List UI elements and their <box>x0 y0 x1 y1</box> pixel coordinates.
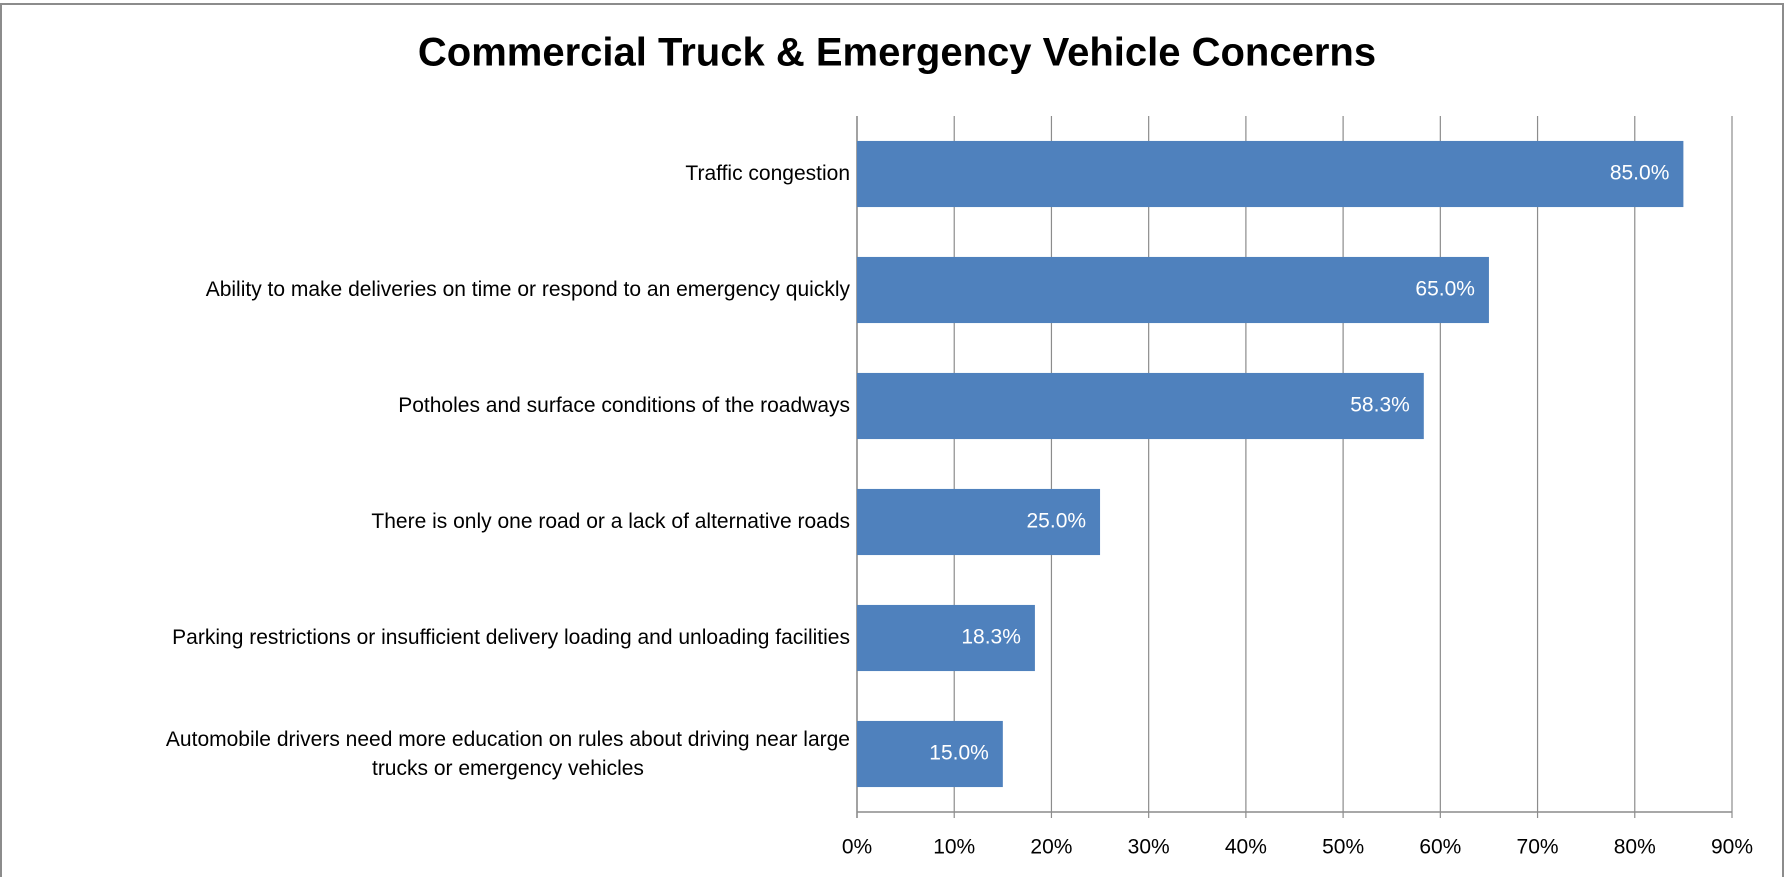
bar <box>857 372 1424 440</box>
value-label: 65.0% <box>1415 278 1475 301</box>
value-label: 58.3% <box>1350 394 1410 417</box>
value-label: 25.0% <box>1027 510 1087 533</box>
bar <box>857 256 1489 324</box>
x-tick-label: 60% <box>1419 836 1461 859</box>
y-tick-label: Ability to make deliveries on time or re… <box>0 232 850 348</box>
x-tick-label: 30% <box>1128 836 1170 859</box>
bar <box>857 604 1035 672</box>
category-text: Parking restrictions or insufficient del… <box>172 626 850 650</box>
x-tick-label: 40% <box>1225 836 1267 859</box>
x-tick-label: 90% <box>1711 836 1753 859</box>
category-text: Potholes and surface conditions of the r… <box>398 394 850 418</box>
bar <box>857 720 1003 788</box>
bar <box>857 488 1101 556</box>
value-label: 85.0% <box>1610 162 1670 185</box>
category-text: There is only one road or a lack of alte… <box>371 510 850 534</box>
y-tick-label: Parking restrictions or insufficient del… <box>0 580 850 696</box>
x-tick-label: 50% <box>1322 836 1364 859</box>
value-label: 18.3% <box>961 626 1021 649</box>
chart-title: Commercial Truck & Emergency Vehicle Con… <box>418 31 1376 75</box>
category-text: Automobile drivers need more education o… <box>165 727 850 780</box>
x-tick-label: 80% <box>1614 836 1656 859</box>
category-text: Traffic congestion <box>685 162 850 186</box>
x-tick-label: 10% <box>933 836 975 859</box>
y-tick-label: Traffic congestion <box>0 116 850 232</box>
y-tick-label: Automobile drivers need more education o… <box>0 696 850 812</box>
value-label: 15.0% <box>929 742 989 765</box>
y-tick-label: Potholes and surface conditions of the r… <box>0 348 850 464</box>
category-text: Ability to make deliveries on time or re… <box>205 278 850 302</box>
x-tick-label: 70% <box>1517 836 1559 859</box>
y-tick-label: There is only one road or a lack of alte… <box>0 464 850 580</box>
x-tick-label: 0% <box>842 836 872 859</box>
x-tick-label: 20% <box>1030 836 1072 859</box>
bar <box>857 140 1684 208</box>
